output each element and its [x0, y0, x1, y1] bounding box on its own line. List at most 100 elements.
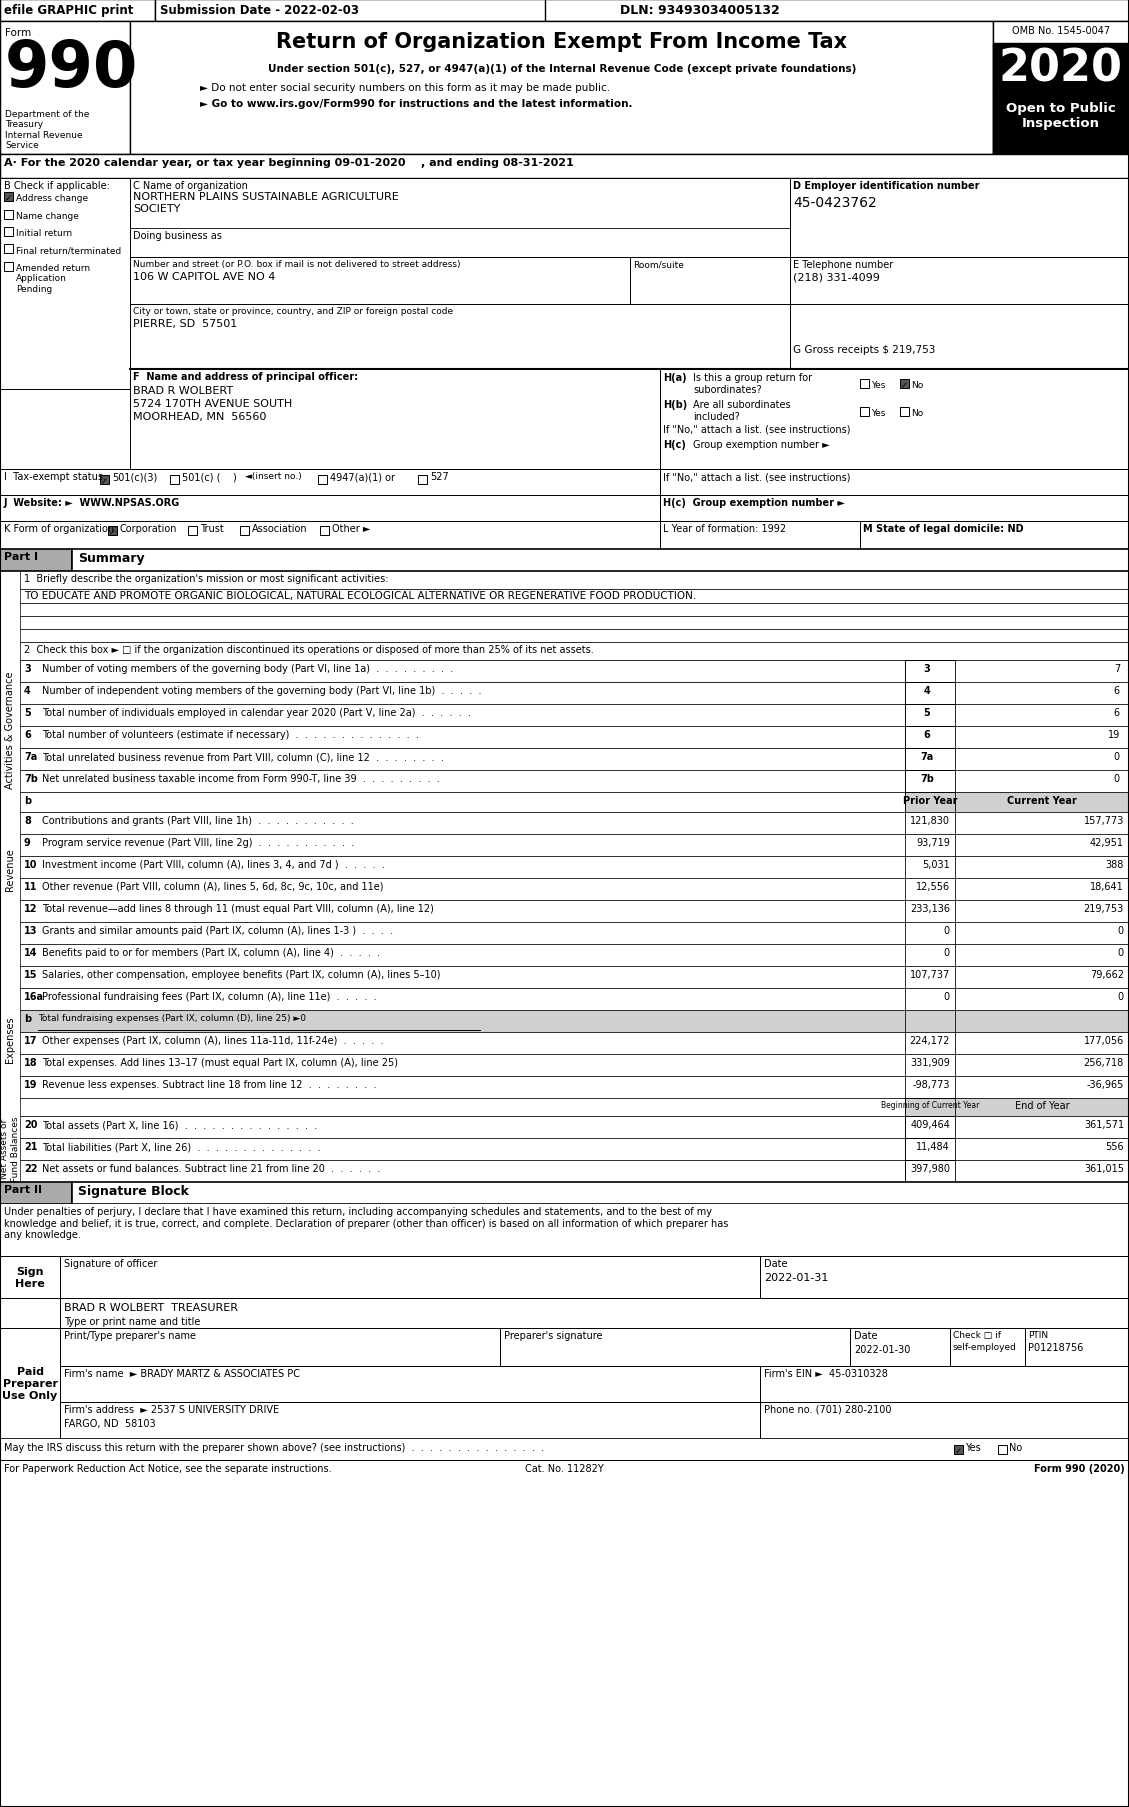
Bar	[0, 22, 130, 155]
Text: 22: 22	[24, 1164, 37, 1173]
Text: Firm's EIN ►  45-0310328: Firm's EIN ► 45-0310328	[764, 1368, 887, 1379]
Text: Preparer's signature: Preparer's signature	[504, 1330, 603, 1341]
Bar	[660, 522, 860, 549]
Text: 7a: 7a	[24, 752, 37, 761]
Text: b: b	[24, 1014, 32, 1023]
Text: 7: 7	[1113, 663, 1120, 674]
Text: ✓: ✓	[100, 477, 108, 486]
Text: 19: 19	[24, 1079, 37, 1090]
Text: -98,773: -98,773	[912, 1079, 949, 1090]
Bar	[20, 945, 905, 967]
Bar	[905, 661, 955, 683]
Text: 13: 13	[24, 925, 37, 936]
Text: Initial return: Initial return	[16, 229, 72, 239]
Bar	[905, 813, 955, 835]
Text: Net unrelated business taxable income from Form 990-T, line 39  .  .  .  .  .  .: Net unrelated business taxable income fr…	[42, 773, 440, 784]
Text: H(b): H(b)	[663, 399, 688, 410]
Text: Cat. No. 11282Y: Cat. No. 11282Y	[525, 1464, 603, 1473]
Text: Print/Type preparer's name: Print/Type preparer's name	[64, 1330, 196, 1341]
Text: Other expenses (Part IX, column (A), lines 11a-11d, 11f-24e)  .  .  .  .  .: Other expenses (Part IX, column (A), lin…	[42, 1035, 384, 1046]
Text: DLN: 93493034005132: DLN: 93493034005132	[620, 4, 780, 16]
Text: -36,965: -36,965	[1086, 1079, 1124, 1090]
Bar	[20, 835, 905, 857]
Bar	[20, 661, 905, 683]
Bar	[60, 1366, 760, 1402]
Text: subordinates?: subordinates?	[693, 385, 762, 394]
Text: F  Name and address of principal officer:: F Name and address of principal officer:	[133, 372, 358, 381]
Text: H(a): H(a)	[663, 372, 686, 383]
Text: P01218756: P01218756	[1029, 1343, 1084, 1352]
Text: 15: 15	[24, 970, 37, 979]
Bar	[905, 1077, 955, 1099]
Text: 18: 18	[24, 1057, 37, 1068]
Text: E Telephone number: E Telephone number	[793, 260, 893, 269]
Text: Association: Association	[252, 524, 307, 533]
Bar	[955, 857, 1129, 878]
Text: Revenue less expenses. Subtract line 18 from line 12  .  .  .  .  .  .  .  .: Revenue less expenses. Subtract line 18 …	[42, 1079, 376, 1090]
Text: OMB No. 1545-0047: OMB No. 1545-0047	[1012, 25, 1110, 36]
Text: ✓: ✓	[901, 381, 908, 390]
Text: 7b: 7b	[24, 773, 38, 784]
Text: 21: 21	[24, 1142, 37, 1151]
Text: No: No	[911, 408, 924, 417]
Text: 3: 3	[924, 663, 930, 674]
Bar	[790, 305, 1129, 370]
Text: 5724 170TH AVENUE SOUTH: 5724 170TH AVENUE SOUTH	[133, 399, 292, 408]
Text: Phone no. (701) 280-2100: Phone no. (701) 280-2100	[764, 1404, 892, 1415]
Bar	[500, 1328, 850, 1366]
Bar	[130, 305, 790, 370]
Bar	[60, 1256, 760, 1297]
Text: 20: 20	[24, 1119, 37, 1129]
Text: MOORHEAD, MN  56560: MOORHEAD, MN 56560	[133, 412, 266, 421]
Bar	[905, 945, 955, 967]
Text: Is this a group return for: Is this a group return for	[693, 372, 812, 383]
Text: Total assets (Part X, line 16)  .  .  .  .  .  .  .  .  .  .  .  .  .  .  .: Total assets (Part X, line 16) . . . . .…	[42, 1119, 317, 1129]
Text: 219,753: 219,753	[1084, 904, 1124, 914]
Text: 121,830: 121,830	[910, 815, 949, 826]
Bar	[994, 96, 1129, 155]
Bar	[660, 370, 1129, 470]
Bar	[189, 526, 196, 535]
Text: 0: 0	[944, 992, 949, 1001]
Bar	[20, 571, 1129, 589]
Bar	[994, 43, 1129, 96]
Text: 3: 3	[24, 663, 30, 674]
Text: 0: 0	[1114, 752, 1120, 761]
Text: K Form of organization:: K Form of organization:	[5, 524, 117, 533]
Bar	[860, 522, 1129, 549]
Bar	[5, 211, 14, 220]
Text: Corporation: Corporation	[120, 524, 177, 533]
Bar	[905, 988, 955, 1010]
Text: ✓: ✓	[5, 193, 12, 202]
Text: Final return/terminated: Final return/terminated	[16, 246, 121, 255]
Bar	[790, 179, 1129, 258]
Text: Total fundraising expenses (Part IX, column (D), line 25) ►0: Total fundraising expenses (Part IX, col…	[38, 1014, 306, 1023]
Text: Number of voting members of the governing body (Part VI, line 1a)  .  .  .  .  .: Number of voting members of the governin…	[42, 663, 453, 674]
Text: Trust: Trust	[200, 524, 224, 533]
Bar	[20, 683, 905, 705]
Text: Form: Form	[5, 27, 32, 38]
Text: 93,719: 93,719	[916, 837, 949, 847]
Text: FARGO, ND  58103: FARGO, ND 58103	[64, 1418, 156, 1428]
Text: 9: 9	[24, 837, 30, 847]
Bar	[130, 370, 660, 470]
Bar	[20, 793, 905, 813]
Text: 0: 0	[1118, 925, 1124, 936]
Text: D Employer identification number: D Employer identification number	[793, 181, 980, 192]
Bar	[955, 1099, 1129, 1117]
Text: 0: 0	[1118, 992, 1124, 1001]
Bar	[905, 1055, 955, 1077]
Text: Salaries, other compensation, employee benefits (Part IX, column (A), lines 5–10: Salaries, other compensation, employee b…	[42, 970, 440, 979]
Text: 233,136: 233,136	[910, 904, 949, 914]
Text: 157,773: 157,773	[1084, 815, 1124, 826]
Bar	[72, 1182, 1129, 1203]
Bar	[905, 770, 955, 793]
Text: 1  Briefly describe the organization's mission or most significant activities:: 1 Briefly describe the organization's mi…	[24, 573, 388, 584]
Bar	[905, 1138, 955, 1160]
Text: included?: included?	[693, 412, 739, 421]
Bar	[20, 643, 1129, 661]
Text: Firm's address  ► 2537 S UNIVERSITY DRIVE: Firm's address ► 2537 S UNIVERSITY DRIVE	[64, 1404, 279, 1415]
Text: H(c): H(c)	[663, 439, 686, 450]
Text: If "No," attach a list. (see instructions): If "No," attach a list. (see instruction…	[663, 425, 850, 435]
Text: ✓: ✓	[110, 528, 116, 537]
